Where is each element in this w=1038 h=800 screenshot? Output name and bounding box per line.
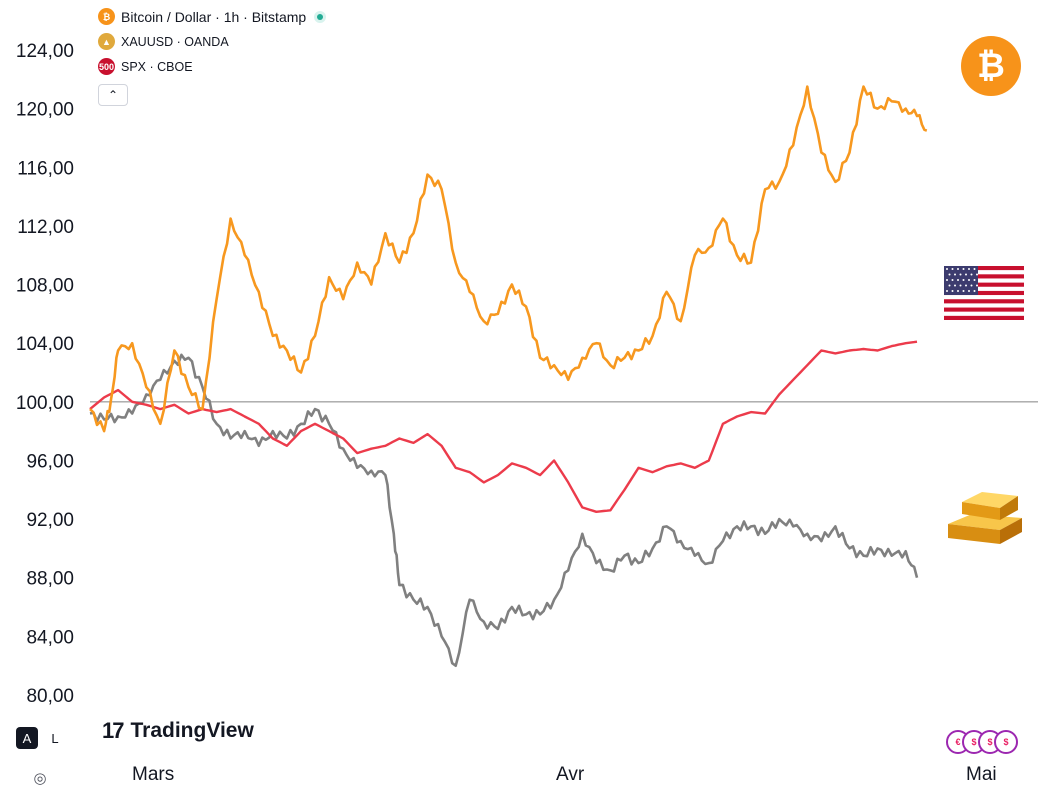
legend-item[interactable]: ▲ XAUUSD · OANDA: [98, 29, 326, 54]
legend-item[interactable]: ₿ Bitcoin / Dollar · 1h · Bitstamp: [98, 4, 327, 29]
y-tick-label: 84,00: [26, 627, 74, 648]
tradingview-wordmark: TradingView: [130, 719, 254, 742]
tradingview-brand[interactable]: 17 TradingView: [102, 718, 254, 744]
series-line-spx: [89, 340, 918, 513]
legend-item[interactable]: 500 SPX · CBOE: [98, 54, 326, 79]
series-line-gold: [89, 353, 919, 667]
y-tick-label: 108,00: [16, 276, 74, 297]
tradingview-logo: 17: [102, 718, 125, 743]
y-tick-label: 88,00: [26, 569, 74, 590]
series-line-btc: [89, 85, 928, 433]
compare-symbols-icon[interactable]: € $ $ $: [946, 730, 1018, 754]
legend-symbol-icon: 500: [98, 58, 115, 75]
us-flag-icon: [944, 266, 1024, 320]
y-tick-label: 112,00: [17, 217, 74, 238]
legend-label: SPX · CBOE: [121, 59, 193, 74]
y-tick-label: 92,00: [26, 510, 74, 531]
y-tick-label: 116,00: [17, 158, 74, 179]
legend-label: XAUUSD · OANDA: [121, 34, 229, 49]
y-tick-label: 100,00: [16, 393, 74, 414]
compare-icon-4: $: [994, 730, 1018, 754]
legend: ₿ Bitcoin / Dollar · 1h · Bitstamp ▲ XAUUSD…: [98, 4, 327, 106]
y-tick-label: 104,00: [16, 334, 74, 355]
bitcoin-icon: ₿: [961, 36, 1021, 96]
x-tick-label: Mars: [132, 764, 175, 785]
y-tick-label: 80,00: [26, 686, 74, 707]
chevron-up-icon[interactable]: ⌃: [98, 84, 128, 106]
auto-scale-button[interactable]: A: [16, 727, 38, 749]
live-status-icon: [314, 10, 327, 23]
x-tick-label: Mai: [966, 764, 997, 785]
y-tick-label: 124,00: [16, 41, 74, 62]
legend-symbol-icon: ▲: [98, 33, 115, 50]
x-tick-label: Avr: [556, 764, 585, 785]
legend-label: Bitcoin / Dollar · 1h · Bitstamp: [121, 8, 307, 25]
legend-symbol-icon: ₿: [98, 8, 115, 25]
gold-bars-icon: [948, 492, 1022, 544]
log-scale-button[interactable]: L: [51, 730, 59, 746]
y-tick-label: 120,00: [16, 100, 74, 121]
settings-gear-icon[interactable]: ◎: [33, 770, 47, 787]
y-tick-label: 96,00: [26, 451, 74, 472]
